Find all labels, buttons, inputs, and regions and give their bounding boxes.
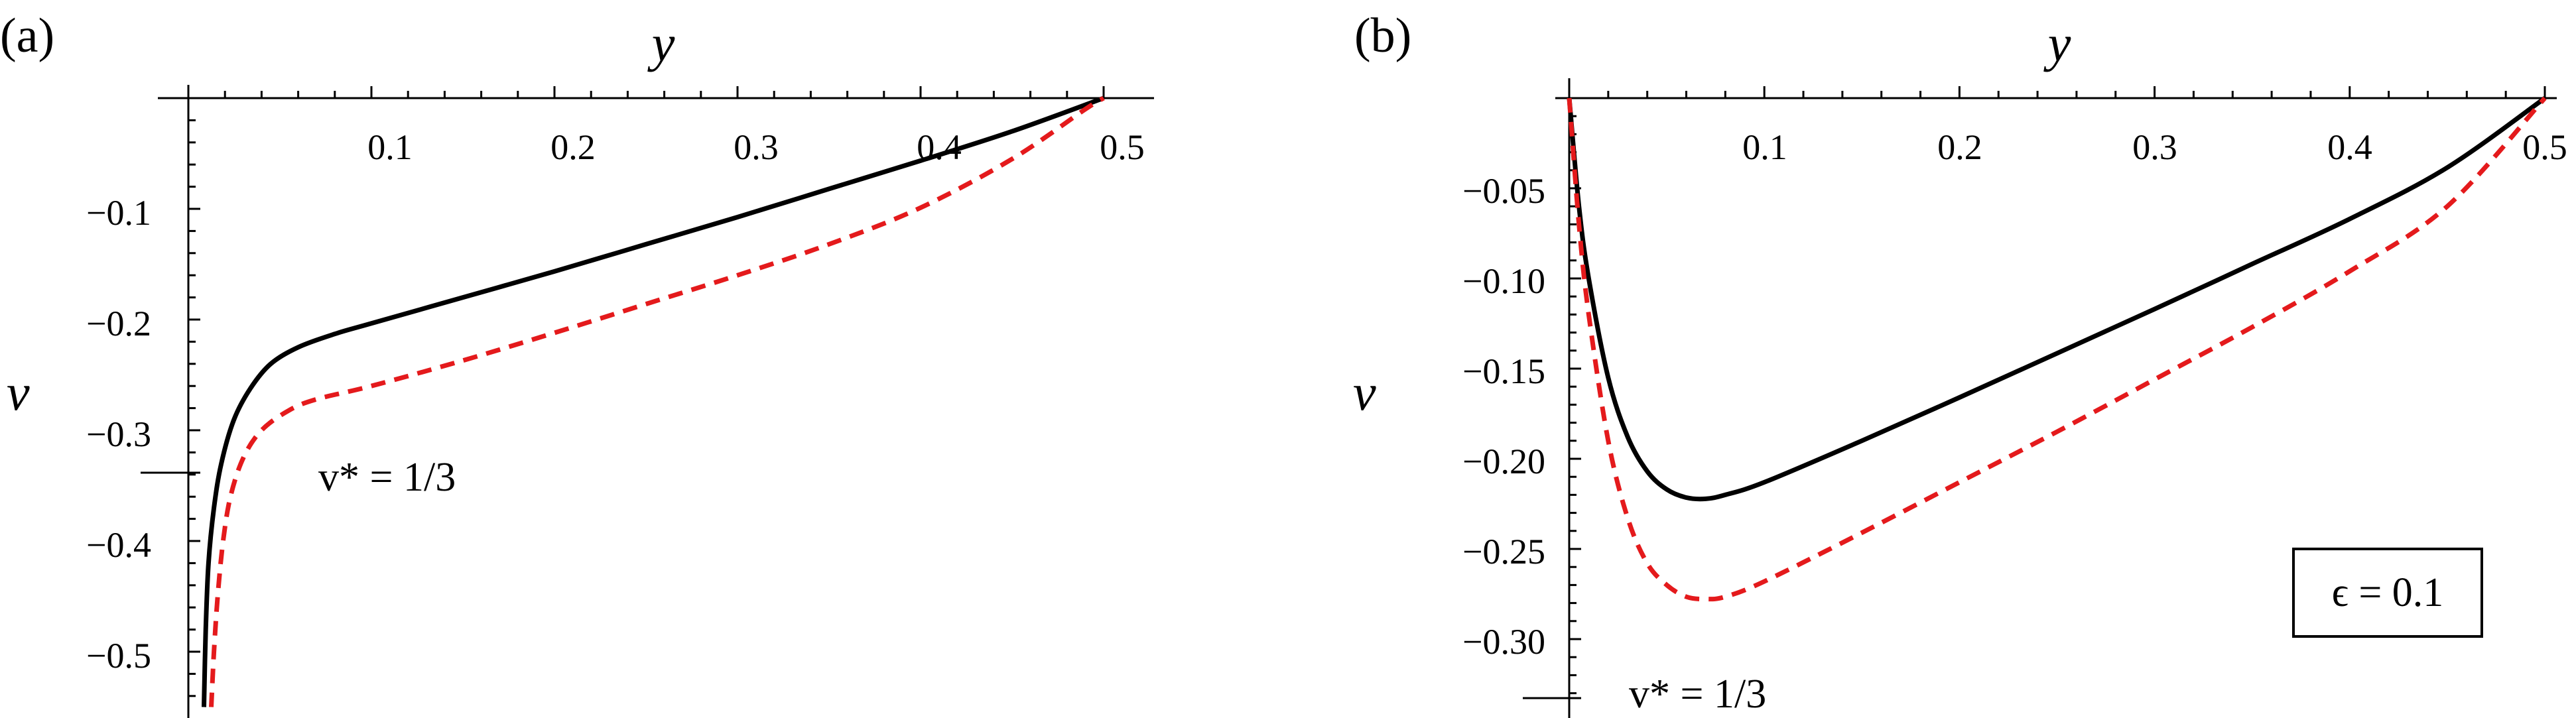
panel-a-y-tick-label-neg-0.4: −0.4 [86, 525, 151, 565]
panel-b-x-tick-label-0.4: 0.4 [2327, 127, 2372, 167]
panel-a-y-tick-label-neg-0.5: −0.5 [86, 636, 151, 676]
panel-b-x-tick-label-0.3: 0.3 [2132, 127, 2177, 167]
panel-a-x-tick-label-0.2: 0.2 [550, 127, 596, 167]
panel-b: (b) y v 0.1 0.2 0.3 0.4 0.5 −0.05 −0.10 … [1353, 9, 2567, 718]
panel-a-solid-curve [202, 95, 1105, 707]
panel-b-y-tick-label-neg-0.10: −0.10 [1462, 261, 1545, 301]
panel-a-x-tick-label-0.3: 0.3 [734, 127, 779, 167]
panel-b-epsilon-box [2292, 548, 2483, 638]
panel-b-vstar-annotation: v* = 1/3 [1629, 672, 1766, 717]
panel-a-y-tick-label-neg-0.1: −0.1 [86, 193, 151, 233]
panel-a-label: (a) [0, 9, 54, 63]
panel-b-y-tick-label-neg-0.20: −0.20 [1462, 442, 1545, 481]
panel-a-y-tick-label-neg-0.2: −0.2 [86, 304, 151, 343]
panel-b-y-axis-label: v [1353, 363, 1376, 421]
panel-a-y-tick-label-neg-0.3: −0.3 [86, 414, 151, 454]
panel-a-x-tick-label-0.1: 0.1 [367, 127, 413, 167]
panel-b-label: (b) [1354, 9, 1411, 63]
panel-a-y-axis-label: v [7, 363, 30, 421]
panel-b-dashed-curve [1567, 96, 2547, 602]
panel-b-x-tick-label-0.5: 0.5 [2522, 127, 2567, 167]
panel-a-vstar-annotation: v* = 1/3 [318, 455, 456, 500]
panel-b-x-tick-label-0.2: 0.2 [1937, 127, 1982, 167]
panel-a-x-tick-label-0.5: 0.5 [1100, 127, 1145, 167]
panel-a-x-axis-label: y [647, 15, 675, 72]
panel-b-y-tick-label-neg-0.30: −0.30 [1462, 622, 1545, 662]
panel-b-y-tick-label-neg-0.05: −0.05 [1462, 171, 1545, 211]
panel-b-x-axis-label: y [2043, 15, 2071, 72]
panel-a-minor-ticks [188, 86, 1105, 697]
panel-b-epsilon-label: ϵ = 0.1 [2332, 570, 2444, 615]
panel-b-x-tick-label-0.1: 0.1 [1742, 127, 1787, 167]
panel-a: (a) y v 0.1 0.2 0.3 0.4 0.5 −0.1 −0.2 −0… [0, 9, 1154, 718]
panel-b-y-tick-label-neg-0.15: −0.15 [1462, 351, 1545, 391]
panel-b-solid-curve [1567, 96, 2547, 502]
panel-b-y-tick-label-neg-0.25: −0.25 [1462, 532, 1545, 571]
panel-a-dashed-curve [209, 95, 1105, 707]
